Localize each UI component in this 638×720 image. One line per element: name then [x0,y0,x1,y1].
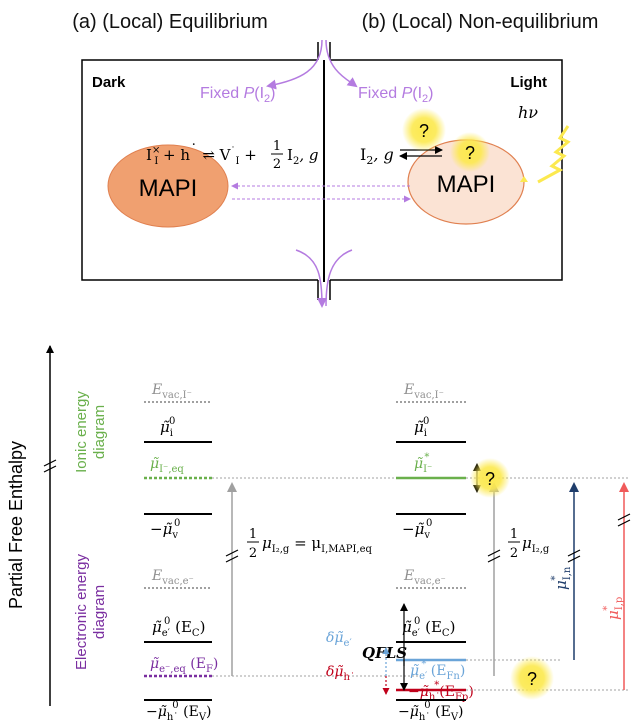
defect-reaction: I× I + h˙ ⇌ V˙I + 1 2 I2, g [146,139,318,172]
question-glow-electronic [510,656,554,700]
ionic-diagram-label: Ionic energydiagram [73,391,108,473]
right-energy-levels: Evac,I⁻ μ̃i0 μ̃I⁻* −μ̃v0 Evac,e⁻ μ̃e′0 (… [396,382,474,720]
title-non-equilibrium: (b) (Local) Non-equilibrium [362,11,599,33]
svg-text:μ̃i0: μ̃i0 [160,416,175,439]
svg-text:I×I + h˙ ⇌ V˙I +: I× I + h˙ ⇌ V˙I + [146,141,257,167]
iodine-gas-label: I2, g [360,145,394,167]
title-equilibrium: (a) (Local) Equilibrium [72,11,268,33]
question-mark-ionic: ? [485,469,495,489]
fixed-pressure-left: Fixed P(I2) [200,85,275,105]
svg-text:Evac,I⁻: Evac,I⁻ [403,382,444,401]
svg-text:−μ̃h˙0 (EV): −μ̃h˙0 (EV) [398,700,464,720]
gas-flow-in-right [325,39,358,88]
left-energy-levels: Evac,I⁻ μ̃i0 μ̃I⁻,eq −μ̃v0 Evac,e⁻ μ̃e′0… [144,382,218,720]
question-glow-ionic [470,458,510,498]
qfls-label: QFLS [362,644,407,662]
question-mark-top: ? [419,121,429,141]
svg-text:2: 2 [249,546,257,561]
fixed-pressure-right: Fixed P(I2) [358,85,433,105]
svg-text:Evac,I⁻: Evac,I⁻ [151,382,192,401]
photon-label: hν [518,103,538,122]
label-light: Light [510,74,547,91]
svg-text:1: 1 [273,139,281,154]
y-axis-label: Partial Free Enthalpy [6,441,26,609]
mu-In-label: μI,n* [550,566,573,590]
question-mark-mapi: ? [465,143,475,163]
left-equilibrium-equation: 1 2 μI₂,g = μI,MAPI,eq [247,527,373,561]
delta-mu-e-label: δμ̃e′ [326,630,352,649]
svg-text:2: 2 [510,546,518,561]
svg-text:−μ̃v0: −μ̃v0 [150,518,180,541]
light-wave-icon [537,125,571,184]
right-half-mu: 1 2 μI₂,g [508,527,550,561]
svg-text:I2, g: I2, g [287,146,318,167]
gas-flow-out-left [295,249,327,308]
mapi-left-label: MAPI [139,175,198,202]
svg-text:1: 1 [510,527,518,542]
question-glow-top [402,108,446,152]
gas-flow-in-left [266,39,323,90]
svg-text:1: 1 [249,527,257,542]
question-glow-mapi [450,132,490,172]
svg-text:μ̃e′0 (EC): μ̃e′0 (EC) [152,616,205,639]
svg-text:Evac,e⁻: Evac,e⁻ [151,568,194,587]
svg-text:−μ̃h˙*(EFp): −μ̃h˙*(EFp) [408,680,474,703]
gas-flow-out-right [325,249,353,307]
svg-text:μ̃e′0 (EC): μ̃e′0 (EC) [402,616,455,639]
svg-text:μ̃I⁻,eq: μ̃I⁻,eq [150,456,184,475]
svg-text:2: 2 [273,157,281,172]
svg-text:μI₂,g: μI₂,g [522,534,550,555]
question-mark-electronic: ? [527,669,537,689]
svg-text:Evac,e⁻: Evac,e⁻ [403,568,446,587]
svg-text:μ̃i0: μ̃i0 [414,416,429,439]
svg-text:−μ̃h˙0 (EV): −μ̃h˙0 (EV) [146,700,212,720]
label-dark: Dark [92,74,126,91]
svg-text:μI₂,g = μI,MAPI,eq: μI₂,g = μI,MAPI,eq [262,534,373,555]
mapi-left-ellipse [107,144,229,228]
svg-text:μ̃I⁻*: μ̃I⁻* [414,452,432,475]
mapi-right-label: MAPI [437,171,496,198]
svg-text:μ̃e⁻,eq (EF): μ̃e⁻,eq (EF) [150,656,218,675]
delta-mu-h-label: δμ̃h˙ [326,664,355,683]
svg-text:−μ̃v0: −μ̃v0 [402,518,432,541]
svg-text:μ̃e′* (EFn): μ̃e′* (EFn) [410,659,465,682]
mu-Ip-label: μI,p* [602,597,625,620]
electronic-diagram-label: Electronic energydiagram [73,554,108,670]
